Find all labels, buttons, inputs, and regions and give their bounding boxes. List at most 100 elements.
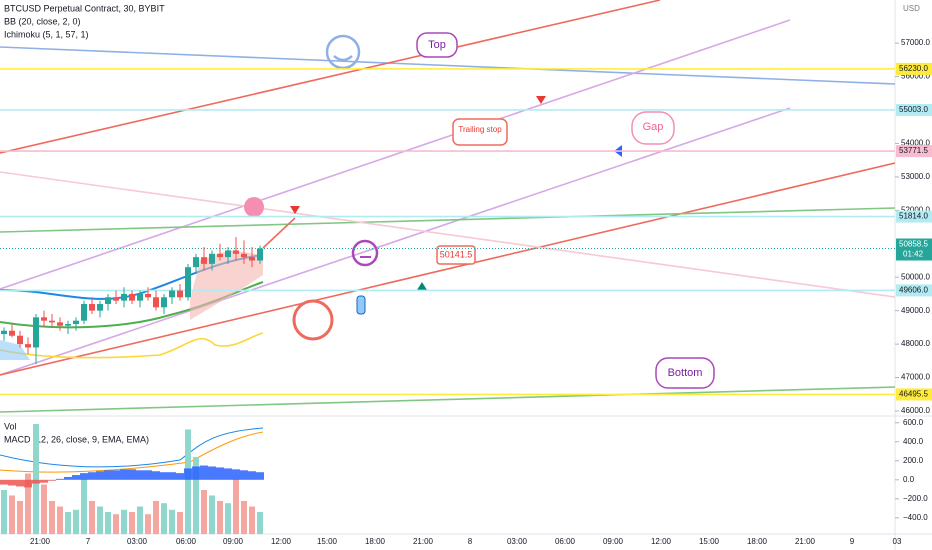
trend-line: [0, 162, 896, 376]
price-tick-label: 54000.0: [901, 139, 930, 148]
time-tick-label: 15:00: [699, 537, 720, 546]
candle-body: [65, 324, 71, 326]
macd-histogram: [120, 469, 128, 480]
price-label-box: [896, 210, 932, 223]
macd-histogram: [96, 471, 104, 480]
volume-bar: [65, 512, 71, 534]
smile-mouth: [333, 55, 353, 62]
annotation: Gap: [643, 121, 664, 133]
macd-histogram: [112, 470, 120, 480]
candle-body: [113, 297, 119, 301]
price-tick-label: 47000.0: [901, 373, 930, 382]
time-tick-label: 03: [893, 537, 902, 546]
volume-bar: [121, 509, 127, 534]
price-level-label: 55003.0: [899, 105, 928, 114]
macd-histogram: [176, 473, 184, 480]
macd-tick-label: 400.0: [903, 437, 924, 446]
indicator-title: BB (20, close, 2, 0): [4, 16, 81, 26]
candle-body: [249, 257, 255, 261]
macd-histogram: [168, 472, 176, 480]
volume-bar: [241, 501, 247, 534]
callout: [631, 111, 675, 145]
macd-tick-label: −200.0: [903, 494, 928, 503]
time-tick-label: 06:00: [176, 537, 197, 546]
volume-bar: [57, 506, 63, 534]
candle-body: [209, 253, 215, 264]
volume-bar: [105, 512, 111, 534]
callout: [655, 357, 715, 389]
candle-body: [17, 335, 23, 345]
annotation: Top: [428, 39, 446, 51]
volume-bar: [73, 509, 79, 534]
candle-body: [81, 303, 87, 321]
candle-body: [25, 344, 31, 348]
candle-body: [257, 248, 263, 261]
volume-bar: [113, 514, 119, 534]
volume-bar: [17, 501, 23, 534]
candle-body: [121, 293, 127, 301]
macd-histogram: [256, 472, 264, 480]
trend-line: [0, 0, 661, 154]
time-tick-label: 21:00: [413, 537, 434, 546]
price-tick-label: 52000.0: [901, 205, 930, 214]
volume-bar: [257, 512, 263, 534]
annotation: 50141.5: [440, 249, 473, 259]
price-tick-label: 56000.0: [901, 72, 930, 81]
macd-histogram: [40, 479, 48, 483]
candle-body: [233, 250, 239, 254]
price-label-box: [896, 103, 932, 116]
macd-histogram: [248, 471, 256, 480]
candle-body: [225, 250, 231, 258]
smile-icon: [325, 34, 361, 70]
candle-body: [57, 322, 63, 326]
time-tick-label: 15:00: [317, 537, 338, 546]
candle-body: [105, 297, 111, 304]
candle-body: [201, 257, 207, 264]
callout: [416, 32, 458, 58]
ichimoku-cloud: [0, 340, 30, 360]
time-tick-label: 18:00: [365, 537, 386, 546]
volume-bar: [129, 512, 135, 534]
macd-histogram: [184, 468, 192, 480]
pane-title: MACD (12, 26, close, 9, EMA, EMA): [4, 434, 149, 444]
volume-bar: [89, 501, 95, 534]
bb-lower: [0, 332, 264, 359]
countdown-label: 01:42: [903, 250, 924, 259]
arrow-line: [262, 217, 296, 249]
price-level-label: 56230.0: [899, 64, 928, 73]
macd-histogram: [224, 468, 232, 480]
pane-title: Vol: [4, 421, 17, 431]
time-tick-label: 06:00: [555, 537, 576, 546]
volume-bar: [153, 501, 159, 534]
price-tick-label: 49000.0: [901, 306, 930, 315]
trend-line: [0, 207, 896, 233]
macd-histogram: [32, 479, 40, 484]
candle-body: [89, 303, 95, 311]
macd-histogram: [56, 478, 64, 480]
currency: USD: [903, 4, 920, 13]
macd-histogram: [16, 479, 24, 487]
time-tick-label: 9: [850, 537, 855, 546]
candle-body: [1, 330, 7, 335]
price-tick-label: 50000.0: [901, 272, 930, 281]
volume-bar: [81, 479, 87, 534]
trend-line: [0, 107, 791, 376]
time-tick-label: 12:00: [651, 537, 672, 546]
trend-line: [0, 171, 896, 298]
macd-histogram: [88, 472, 96, 480]
annotation: Trailing stop: [458, 125, 502, 134]
candle-body: [185, 267, 191, 298]
candle-body: [97, 303, 103, 311]
candle-body: [73, 320, 79, 325]
price-level-label: 53771.5: [899, 146, 928, 155]
volume-bar: [177, 512, 183, 534]
macd-histogram: [216, 467, 224, 480]
volume-bar: [25, 473, 31, 534]
symbol-title: BTCUSD Perpetual Contract, 30, BYBIT: [4, 3, 165, 13]
price-label-box: [896, 284, 932, 297]
volume-bar: [97, 506, 103, 534]
time-tick-label: 7: [86, 537, 91, 546]
time-tick-label: 09:00: [603, 537, 624, 546]
